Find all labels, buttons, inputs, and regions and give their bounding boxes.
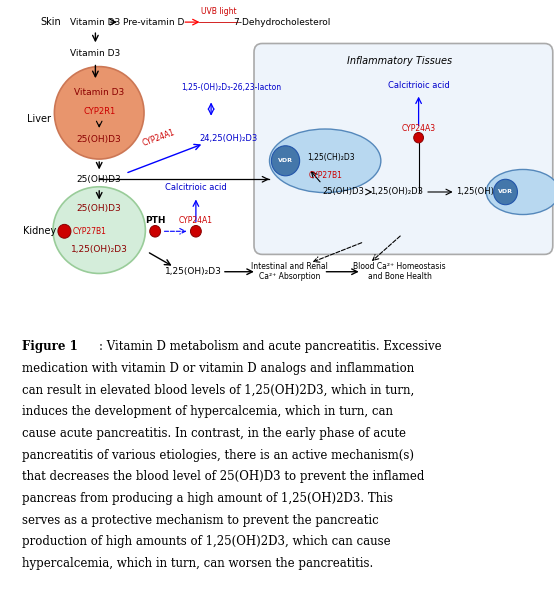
Text: CYP27B1: CYP27B1 [73, 227, 107, 236]
Text: UVB light: UVB light [201, 7, 236, 17]
Text: Skin: Skin [40, 17, 60, 27]
Text: Kidney: Kidney [23, 226, 56, 236]
Text: VDR: VDR [278, 158, 293, 163]
Circle shape [190, 226, 201, 237]
Ellipse shape [486, 169, 559, 214]
Text: VDR: VDR [498, 189, 513, 194]
Text: CYP24A1: CYP24A1 [142, 128, 176, 148]
Text: Intestinal and Renal
Ca²⁺ Absorption: Intestinal and Renal Ca²⁺ Absorption [251, 262, 328, 282]
Text: Pre-vitamin D: Pre-vitamin D [123, 18, 184, 27]
Text: Calcitrioic acid: Calcitrioic acid [165, 184, 227, 192]
Text: 1,25-(OH)₂D₃-26,23-lacton: 1,25-(OH)₂D₃-26,23-lacton [181, 84, 281, 93]
Text: medication with vitamin D or vitamin D analogs and inflammation: medication with vitamin D or vitamin D a… [22, 362, 414, 375]
Text: CYP2R1: CYP2R1 [83, 106, 115, 116]
Text: Vitamin D3: Vitamin D3 [70, 18, 120, 27]
Text: 1,25(OH)₂D3: 1,25(OH)₂D3 [165, 267, 222, 276]
Text: 1,25(CH)₂D3: 1,25(CH)₂D3 [307, 153, 354, 162]
Text: can result in elevated blood levels of 1,25(OH)2D3, which in turn,: can result in elevated blood levels of 1… [22, 384, 414, 397]
Ellipse shape [269, 129, 381, 192]
Text: CYP27B1: CYP27B1 [308, 171, 342, 181]
Text: Liver: Liver [27, 113, 52, 124]
Ellipse shape [54, 67, 144, 159]
Circle shape [58, 225, 71, 238]
Text: that decreases the blood level of 25(OH)D3 to prevent the inflamed: that decreases the blood level of 25(OH)… [22, 470, 425, 484]
Circle shape [493, 179, 517, 205]
Text: pancreatitis of various etiologies, there is an active mechanism(s): pancreatitis of various etiologies, ther… [22, 448, 414, 462]
Text: 7-Dehydrocholesterol: 7-Dehydrocholesterol [233, 18, 330, 27]
Text: 1,25(OH)₂D3: 1,25(OH)₂D3 [370, 188, 423, 197]
FancyBboxPatch shape [254, 43, 553, 254]
Text: PTH: PTH [145, 216, 165, 225]
Text: production of high amounts of 1,25(OH)2D3, which can cause: production of high amounts of 1,25(OH)2D… [22, 535, 391, 548]
Circle shape [414, 132, 423, 143]
Text: Vitamin D3: Vitamin D3 [70, 49, 120, 58]
Text: 25(OH)D3: 25(OH)D3 [323, 188, 365, 197]
Text: CYP24A3: CYP24A3 [402, 124, 436, 133]
Circle shape [150, 226, 161, 237]
Text: Figure 1: Figure 1 [22, 340, 78, 353]
Text: : Vitamin D metabolism and acute pancreatitis. Excessive: : Vitamin D metabolism and acute pancrea… [99, 340, 441, 353]
Text: Calcitrioic acid: Calcitrioic acid [388, 81, 450, 90]
Text: Vitamin D3: Vitamin D3 [74, 88, 124, 97]
Text: 25(OH)D3: 25(OH)D3 [77, 204, 122, 213]
Text: Blood Ca²⁺ Homeostasis
and Bone Health: Blood Ca²⁺ Homeostasis and Bone Health [353, 262, 446, 282]
Text: 1,25(OH)₂D3: 1,25(OH)₂D3 [456, 188, 509, 197]
Text: pancreas from producing a high amount of 1,25(OH)2D3. This: pancreas from producing a high amount of… [22, 492, 393, 505]
Ellipse shape [53, 187, 146, 273]
Text: hypercalcemia, which in turn, can worsen the pancreatitis.: hypercalcemia, which in turn, can worsen… [22, 557, 374, 570]
Text: Inflammatory Tissues: Inflammatory Tissues [347, 56, 452, 66]
Text: serves as a protective mechanism to prevent the pancreatic: serves as a protective mechanism to prev… [22, 514, 379, 527]
Text: 1,25(OH)₂D3: 1,25(OH)₂D3 [71, 245, 128, 254]
Text: cause acute pancreatitis. In contrast, in the early phase of acute: cause acute pancreatitis. In contrast, i… [22, 427, 407, 440]
Circle shape [272, 146, 300, 176]
Text: 24,25(OH)₂D3: 24,25(OH)₂D3 [199, 134, 258, 143]
Text: 25(OH)D3: 25(OH)D3 [77, 175, 122, 184]
Text: 25(OH)D3: 25(OH)D3 [77, 135, 122, 144]
Text: CYP24A1: CYP24A1 [179, 216, 213, 225]
Text: induces the development of hypercalcemia, which in turn, can: induces the development of hypercalcemia… [22, 405, 393, 418]
